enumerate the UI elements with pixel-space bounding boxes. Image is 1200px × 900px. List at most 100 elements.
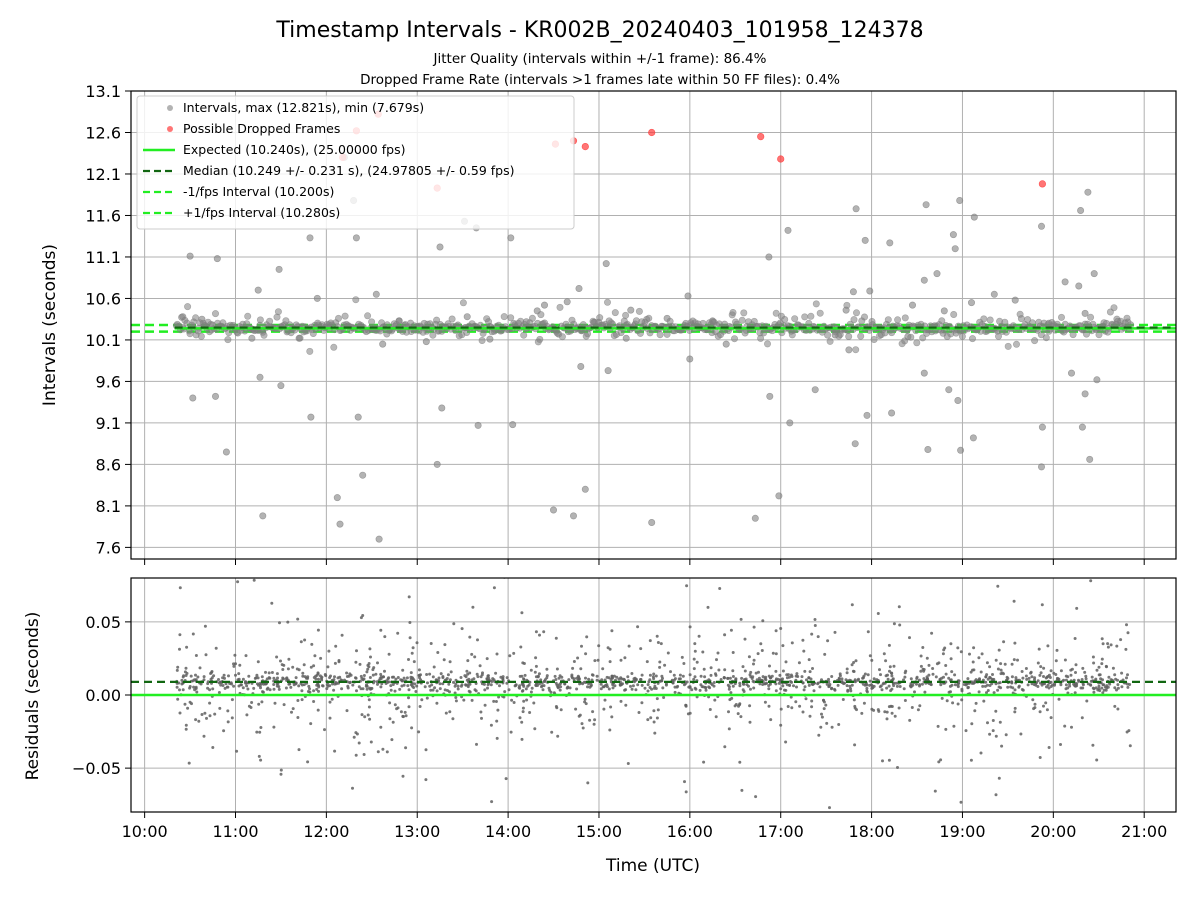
residual-point <box>768 664 771 668</box>
residual-point <box>184 723 188 727</box>
residual-point <box>465 669 469 673</box>
residual-point <box>232 664 236 668</box>
residual-point <box>505 681 509 685</box>
residual-point <box>312 664 316 668</box>
residual-point <box>367 705 371 709</box>
residual-point <box>1126 673 1129 677</box>
residual-point <box>663 663 667 667</box>
residual-point <box>997 681 1001 685</box>
residual-point <box>364 684 368 688</box>
residual-point <box>845 671 849 675</box>
residual-point <box>754 671 758 675</box>
interval-point <box>569 512 577 520</box>
residual-point <box>744 677 748 681</box>
interval-point <box>604 367 612 375</box>
residual-point <box>365 687 369 691</box>
residual-point <box>988 684 992 687</box>
x-tick-label: 14:00 <box>485 822 531 841</box>
residual-point <box>285 676 289 680</box>
residual-point <box>553 674 557 678</box>
interval-point <box>1110 304 1118 312</box>
residual-point <box>187 761 191 765</box>
residual-point <box>175 685 179 689</box>
interval-point <box>857 332 865 340</box>
residual-point <box>607 687 611 691</box>
residual-point <box>192 685 196 689</box>
residual-point <box>367 665 371 669</box>
residual-point <box>648 639 652 643</box>
residual-point <box>559 829 562 832</box>
residual-point <box>489 683 493 687</box>
interval-point <box>738 316 746 324</box>
residual-point <box>259 686 262 690</box>
residual-point <box>272 687 276 691</box>
residual-point <box>820 715 824 719</box>
residual-point <box>272 683 276 686</box>
residual-point <box>827 680 831 684</box>
residual-point <box>222 673 226 677</box>
residual-point <box>1126 631 1130 635</box>
residual-point <box>501 677 505 681</box>
residual-point <box>624 703 628 707</box>
interval-point <box>842 306 850 314</box>
residual-point <box>470 652 474 656</box>
residual-point <box>949 678 953 682</box>
residual-point <box>709 673 713 677</box>
chart-subtitle-2: Dropped Frame Rate (intervals >1 frames … <box>360 72 840 88</box>
interval-point <box>845 346 853 354</box>
residual-point <box>1030 682 1034 686</box>
residual-point <box>727 710 730 714</box>
residual-point <box>781 677 784 681</box>
residual-point <box>194 673 197 677</box>
residual-point <box>599 682 603 686</box>
chart-title: Timestamp Intervals - KR002B_20240403_10… <box>275 18 923 43</box>
residual-point <box>202 675 206 679</box>
residual-point <box>521 706 525 710</box>
residual-point <box>522 677 526 681</box>
interval-point <box>533 307 541 315</box>
residual-point <box>1115 688 1118 692</box>
bottom-reference-lines <box>131 680 1176 697</box>
residual-point <box>409 671 413 675</box>
residual-point <box>741 682 745 686</box>
interval-point <box>540 301 548 309</box>
residual-point <box>833 687 836 691</box>
residual-point <box>184 727 188 731</box>
residual-point <box>664 682 668 686</box>
residual-point <box>206 680 210 684</box>
residual-point <box>868 654 872 658</box>
residual-point <box>1010 662 1014 666</box>
residual-point <box>528 680 532 684</box>
residual-point <box>415 844 418 847</box>
residual-point <box>428 672 432 676</box>
residual-point <box>554 678 558 681</box>
residual-point <box>610 674 614 678</box>
residual-point <box>390 738 394 742</box>
residual-point <box>608 660 612 664</box>
residual-point <box>1099 677 1103 681</box>
interval-point <box>1081 390 1089 398</box>
residual-point <box>1030 675 1034 679</box>
residual-point <box>785 673 789 677</box>
residual-point <box>340 687 344 691</box>
residual-point <box>714 673 718 677</box>
residual-point <box>788 675 791 679</box>
residual-point <box>959 800 963 804</box>
residual-point <box>986 721 989 725</box>
residual-point <box>380 682 384 686</box>
residual-point <box>289 685 293 689</box>
residual-point <box>253 676 257 680</box>
interval-point <box>729 308 737 316</box>
residual-point <box>466 659 470 663</box>
residual-point <box>441 682 445 686</box>
residual-point <box>653 684 657 688</box>
residual-point <box>557 676 561 680</box>
residual-point <box>491 677 495 681</box>
residual-point <box>518 686 522 690</box>
residual-point <box>774 669 778 673</box>
residual-point <box>792 684 795 688</box>
residual-point <box>655 634 659 638</box>
residual-point <box>584 676 587 680</box>
residual-point <box>300 698 304 702</box>
residual-point <box>483 703 487 707</box>
